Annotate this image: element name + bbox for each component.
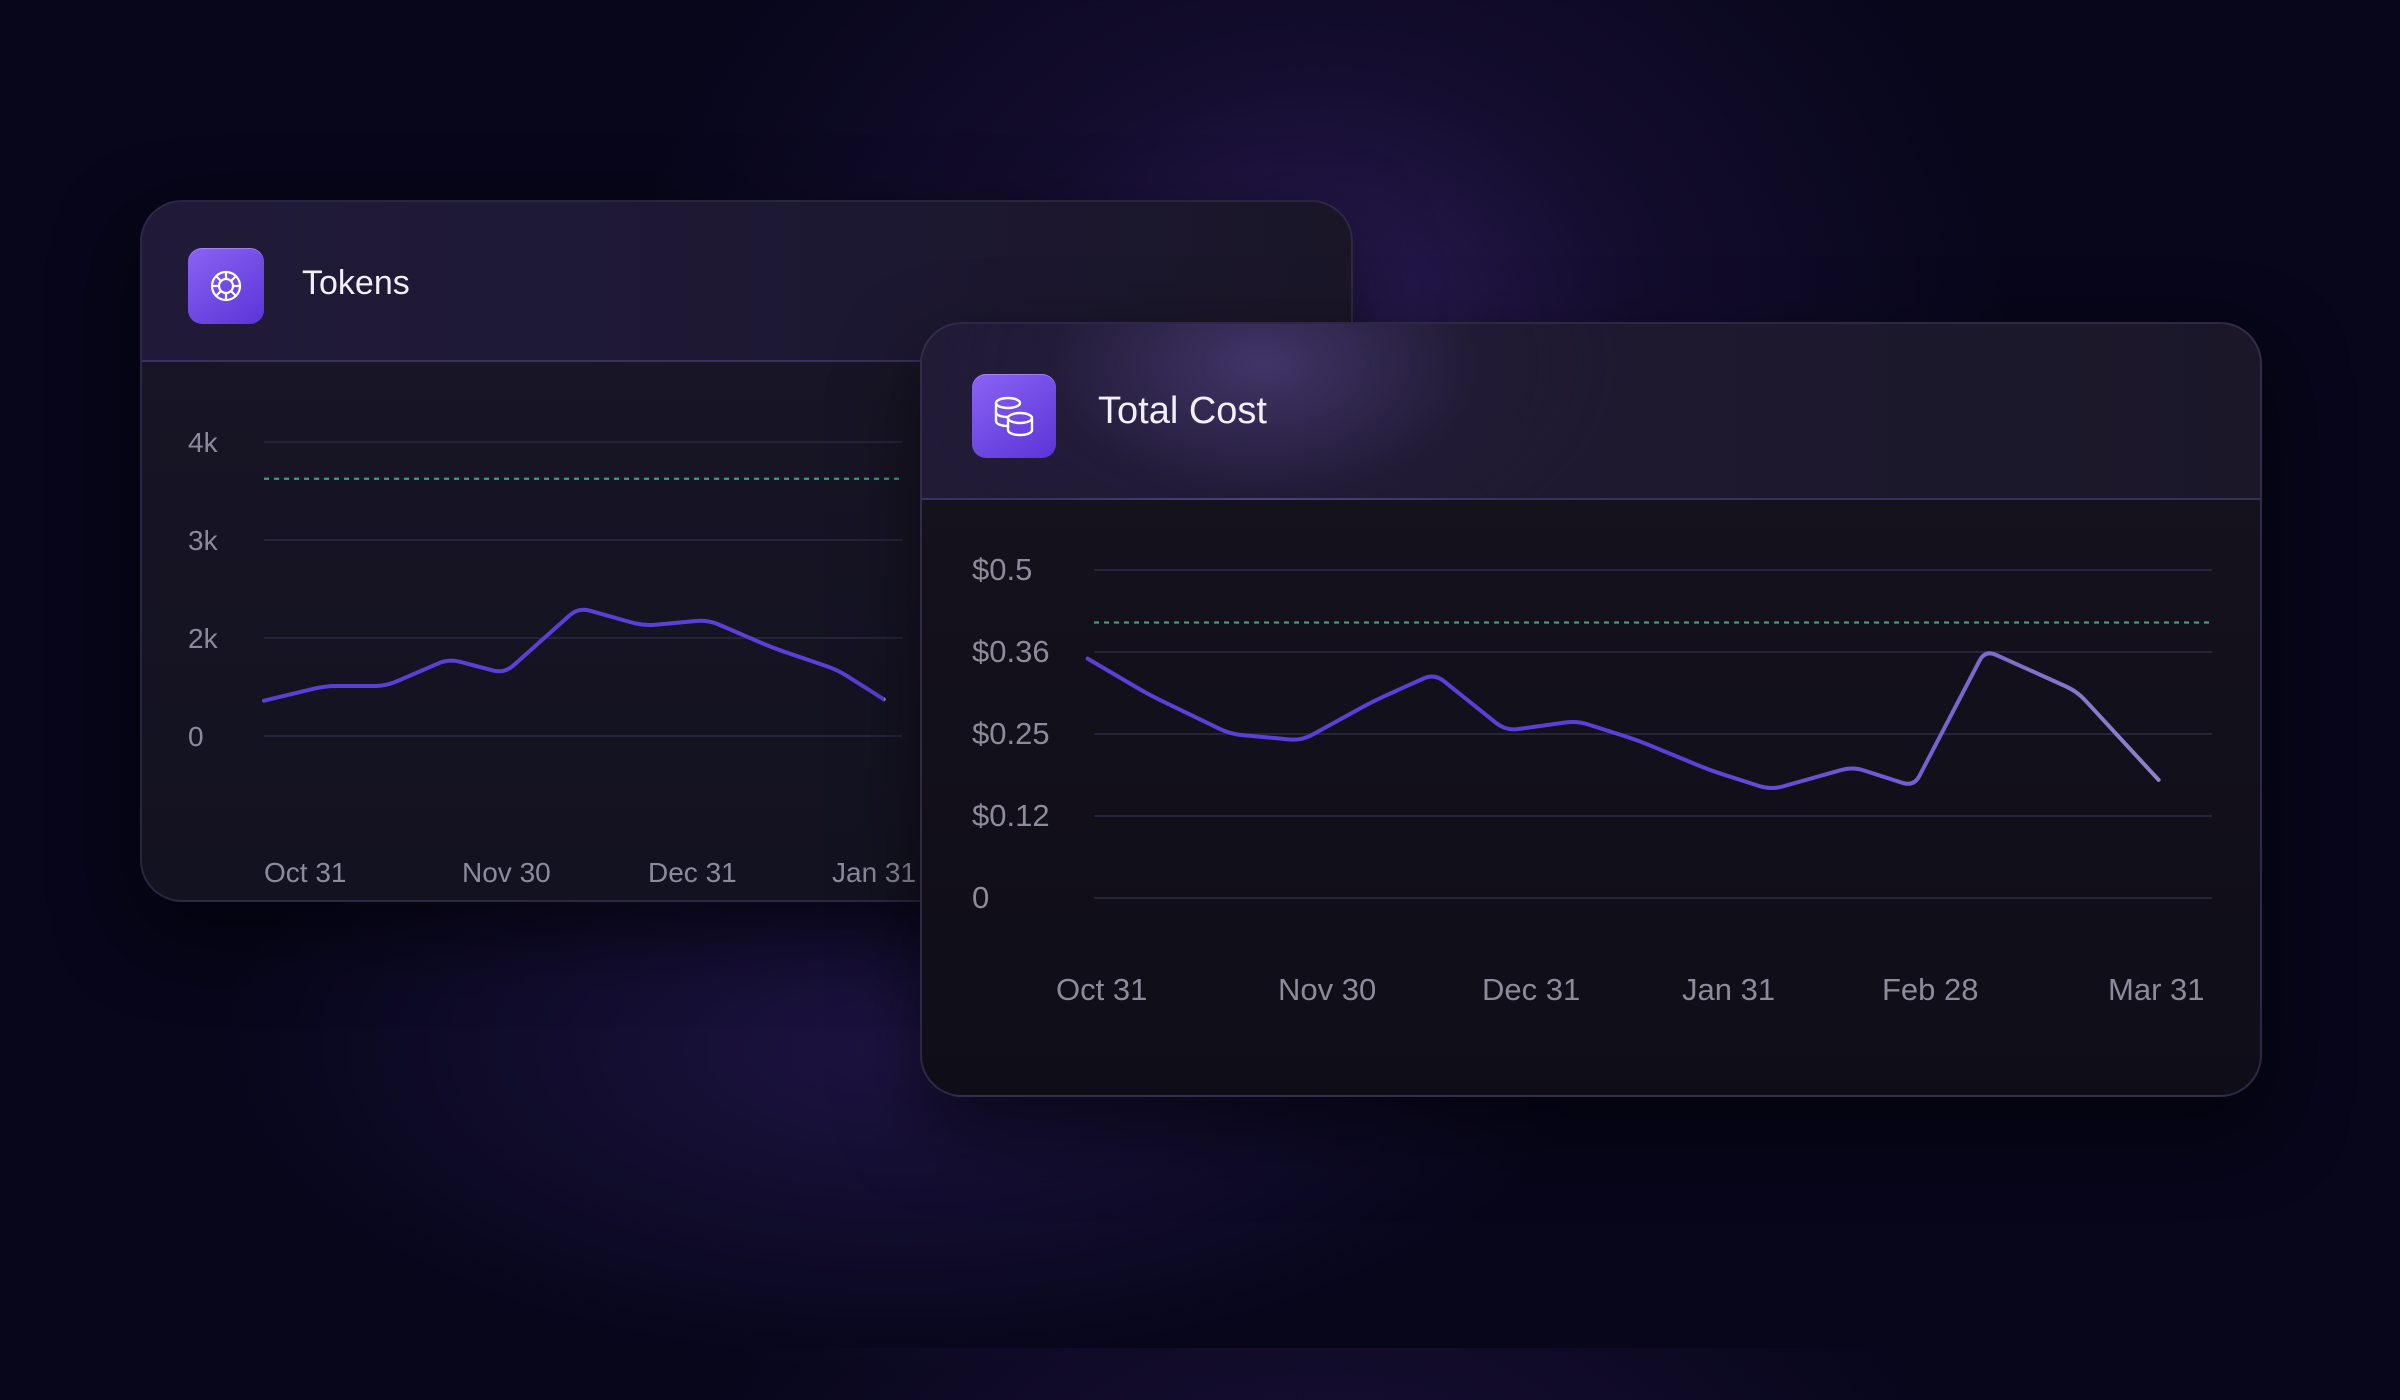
x-tick-label: Nov 30	[1278, 972, 1376, 1007]
tokens-chart: 4k 3k 2k 0 Oct 31 Nov 30 Dec 31 Jan 31	[188, 427, 916, 888]
y-tick-label: 3k	[188, 525, 219, 556]
series-line	[262, 607, 886, 703]
total-cost-chart: $0.5 $0.36 $0.25 $0.12 0 Oct 31 Nov 30 Dec 31 Ja…	[972, 552, 2212, 1007]
y-tick-label: 0	[972, 880, 989, 915]
total-cost-title: Total Cost	[1098, 390, 1267, 432]
x-tick-label: Oct 31	[264, 857, 346, 888]
x-tick-label: Feb 28	[1882, 972, 1979, 1007]
settings-icon	[188, 248, 264, 324]
coins-stack-icon	[972, 374, 1056, 458]
x-tick-label: Oct 31	[1056, 972, 1147, 1007]
x-tick-label: Dec 31	[648, 857, 737, 888]
y-tick-label: $0.12	[972, 798, 1050, 833]
x-tick-label: Mar 31	[2108, 972, 2204, 1007]
tokens-title: Tokens	[302, 264, 410, 302]
x-tick-label: Jan 31	[1682, 972, 1775, 1007]
y-tick-label: 4k	[188, 427, 219, 458]
y-tick-label: 2k	[188, 623, 219, 654]
x-tick-label: Nov 30	[462, 857, 551, 888]
y-tick-label: $0.36	[972, 634, 1050, 669]
total-cost-card-header: Total Cost	[922, 324, 2260, 500]
series-line	[1085, 651, 2161, 791]
y-tick-label: $0.25	[972, 716, 1050, 751]
y-tick-label: 0	[188, 721, 204, 752]
total-cost-card: Total Cost $0.5 $0.36 $0.25 $0.12 0 Oct 31 Nov…	[920, 322, 2262, 1097]
x-tick-label: Jan 31	[832, 857, 916, 888]
y-tick-label: $0.5	[972, 552, 1032, 587]
x-tick-label: Dec 31	[1482, 972, 1580, 1007]
